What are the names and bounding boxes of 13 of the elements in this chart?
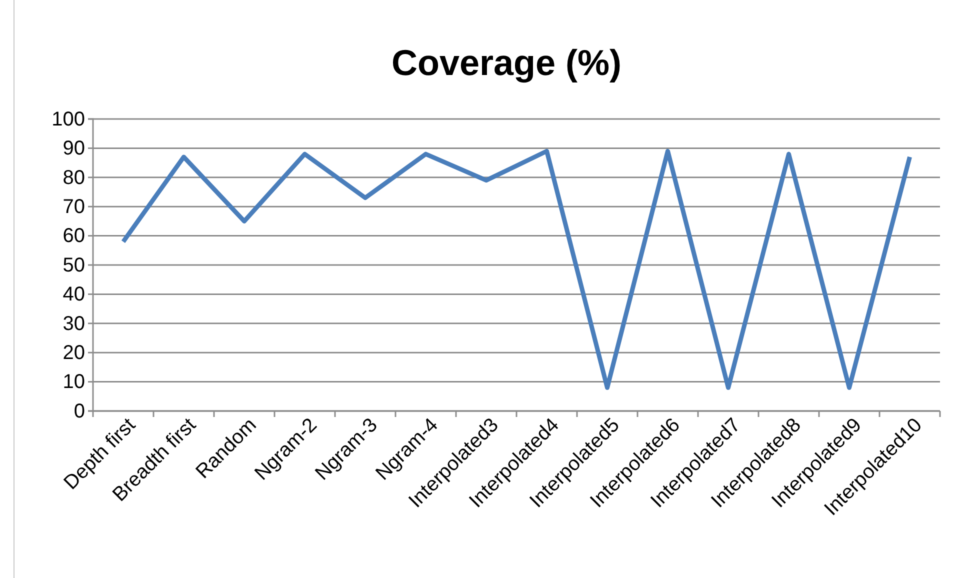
y-tick-label: 20 — [62, 342, 85, 364]
y-tick-label: 80 — [62, 166, 85, 189]
y-tick-label: 60 — [62, 225, 85, 248]
y-tick-label: 30 — [62, 312, 85, 335]
line-series — [121, 148, 912, 390]
y-tick-label: 70 — [62, 196, 85, 218]
y-tick-label: 90 — [62, 138, 85, 160]
y-tick-label: 100 — [52, 108, 85, 130]
y-tick-label: 40 — [62, 284, 85, 306]
y-tick-label: 0 — [74, 400, 85, 422]
y-tick-label: 50 — [62, 254, 85, 276]
y-tick-label: 10 — [62, 371, 85, 394]
chart-title: Coverage (%) — [391, 42, 622, 83]
